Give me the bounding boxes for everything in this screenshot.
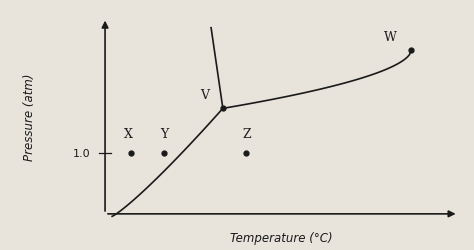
Text: V: V <box>201 88 210 102</box>
Text: Temperature (°C): Temperature (°C) <box>230 231 333 244</box>
Text: W: W <box>384 30 397 44</box>
Text: Z: Z <box>242 128 251 140</box>
Text: 1.0: 1.0 <box>73 148 91 158</box>
Text: X: X <box>124 128 133 140</box>
Text: Y: Y <box>160 128 168 140</box>
Text: Pressure (atm): Pressure (atm) <box>23 73 36 160</box>
